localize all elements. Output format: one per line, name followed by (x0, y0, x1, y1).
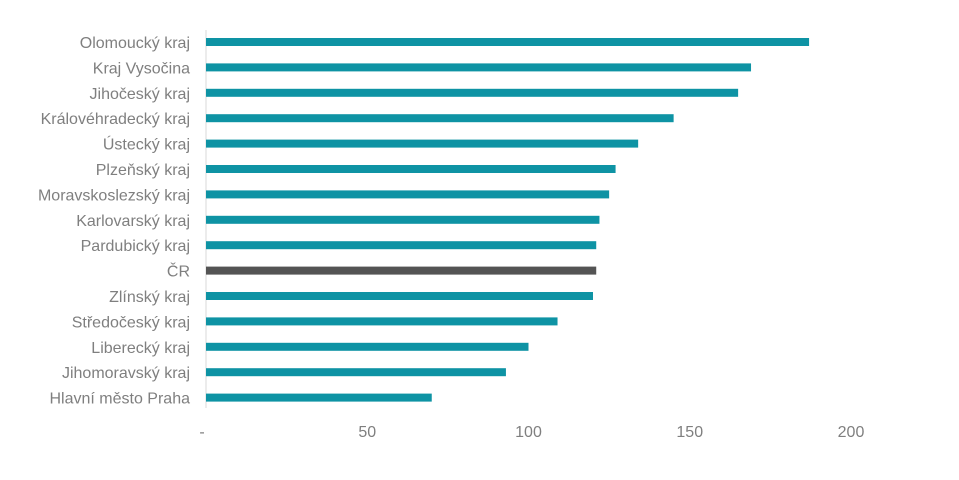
category-label-14: Hlavní město Praha (49, 391, 190, 408)
category-label-3: Královéhradecký kraj (41, 111, 190, 128)
bar-12 (206, 342, 529, 351)
category-label-5: Plzeňský kraj (96, 162, 190, 179)
category-label-9: ČR (167, 262, 190, 281)
category-label-2: Jihočeský kraj (90, 86, 190, 103)
bar-4 (206, 139, 639, 148)
category-label-7: Karlovarský kraj (76, 213, 190, 230)
bar-9 (206, 266, 597, 275)
category-label-8: Pardubický kraj (81, 238, 190, 255)
category-label-4: Ústecký kraj (103, 135, 190, 154)
bar-10 (206, 292, 593, 300)
bar-14 (206, 393, 432, 402)
x-tick-label-3: 150 (676, 424, 703, 441)
bar-0 (206, 38, 810, 46)
bars-group (206, 38, 810, 402)
category-labels: Olomoucký kraj Kraj Vysočina Jihočeský kra… (38, 35, 190, 408)
bar-5 (206, 165, 616, 173)
bar-6 (206, 190, 610, 199)
x-tick-label-0: - (199, 424, 204, 441)
x-tick-label-2: 100 (515, 424, 542, 441)
category-label-11: Středočeský kraj (72, 314, 190, 331)
category-label-10: Zlínský kraj (109, 289, 190, 306)
category-label-1: Kraj Vysočina (93, 60, 190, 77)
x-tick-label-4: 200 (838, 424, 865, 441)
bar-11 (206, 317, 558, 326)
category-label-0: Olomoucký kraj (80, 35, 190, 52)
category-label-13: Jihomoravský kraj (62, 365, 190, 382)
category-label-12: Liberecký kraj (91, 340, 190, 357)
bar-2 (206, 88, 739, 97)
x-axis-ticks: - 50 100 150 200 (199, 424, 864, 441)
bar-1 (206, 63, 752, 72)
category-label-6: Moravskoslezský kraj (38, 187, 190, 204)
bar-8 (206, 241, 597, 250)
bar-7 (206, 215, 600, 224)
x-tick-label-1: 50 (358, 424, 376, 441)
bar-3 (206, 114, 674, 123)
bar-13 (206, 368, 506, 377)
